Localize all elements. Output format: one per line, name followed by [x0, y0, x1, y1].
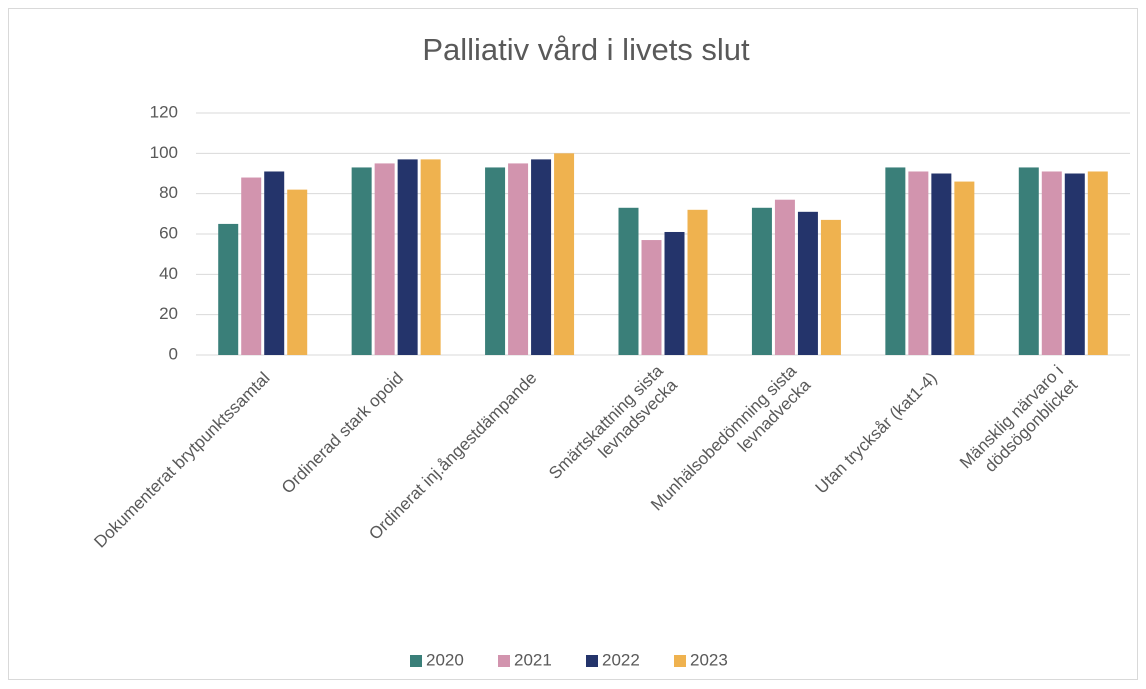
bar — [554, 153, 575, 355]
y-tick-label: 80 — [159, 183, 178, 202]
bar — [351, 167, 372, 355]
bar — [664, 231, 685, 355]
bar — [1018, 167, 1039, 355]
bar — [218, 223, 239, 355]
bar — [397, 159, 418, 355]
bar — [508, 163, 529, 355]
bar — [687, 209, 708, 355]
bar — [820, 219, 841, 355]
bar — [531, 159, 552, 355]
bar — [618, 207, 639, 355]
bar — [641, 240, 662, 355]
bar — [1087, 171, 1108, 355]
legend-swatch — [498, 655, 510, 667]
legend-label: 2022 — [602, 650, 640, 669]
bar — [241, 177, 262, 355]
legend-label: 2023 — [690, 650, 728, 669]
bar — [797, 211, 818, 355]
bar — [1064, 173, 1085, 355]
bar — [774, 199, 795, 355]
y-tick-label: 100 — [150, 143, 178, 162]
bar — [374, 163, 395, 355]
legend-swatch — [674, 655, 686, 667]
bar — [908, 171, 929, 355]
bar — [287, 189, 308, 355]
y-tick-label: 120 — [150, 102, 178, 121]
bar — [264, 171, 285, 355]
bar — [751, 207, 772, 355]
bar — [485, 167, 506, 355]
y-tick-label: 0 — [169, 344, 178, 363]
y-tick-label: 60 — [159, 223, 178, 242]
y-tick-label: 40 — [159, 264, 178, 283]
bar — [931, 173, 952, 355]
legend-label: 2020 — [426, 650, 464, 669]
legend-label: 2021 — [514, 650, 552, 669]
bar — [1041, 171, 1062, 355]
chart-title: Palliativ vård i livets slut — [422, 32, 750, 67]
bar — [420, 159, 441, 355]
y-tick-label: 20 — [159, 304, 178, 323]
legend-swatch — [586, 655, 598, 667]
bar — [885, 167, 906, 355]
legend-swatch — [410, 655, 422, 667]
bar — [954, 181, 975, 355]
